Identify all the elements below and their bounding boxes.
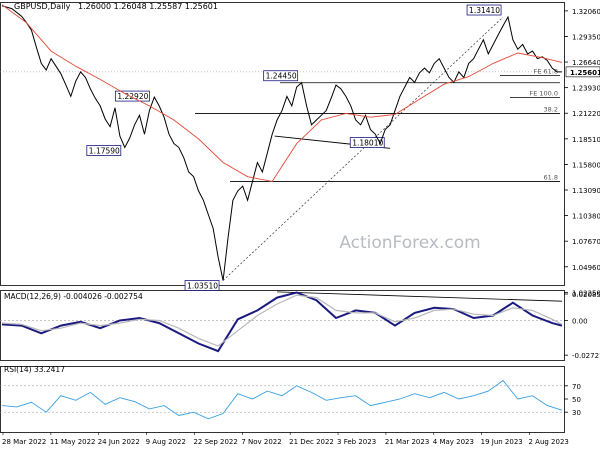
- macd-series-signal: [1, 294, 563, 347]
- x-axis-label: 21 Dec 2022: [289, 438, 334, 446]
- x-axis-label: 11 May 2022: [50, 438, 96, 446]
- price-ytick-label: 1.10380: [572, 213, 600, 221]
- price-series-ema: [1, 4, 563, 182]
- level-label: 1.22920: [117, 92, 148, 101]
- price-panel-frame: [0, 2, 565, 286]
- rsi-ytick-label: 30: [572, 409, 581, 417]
- x-axis-label: 3 Feb 2023: [337, 438, 376, 446]
- macd-series-macd: [1, 291, 563, 353]
- x-axis-label: 21 Mar 2023: [385, 438, 429, 446]
- macd-divergence-line: [277, 291, 563, 302]
- ohlc-label: 1.26000 1.26048 1.25587 1.25601: [78, 2, 218, 11]
- x-axis-label: 4 May 2023: [433, 438, 474, 446]
- fib-level-label: FE 61.8: [534, 68, 558, 76]
- watermark-text: ActionForex.com: [339, 233, 480, 253]
- current-price-box: [565, 66, 600, 78]
- level-label: 1.17590: [89, 147, 120, 156]
- macd-ytick-label: 0.020858: [572, 291, 600, 299]
- macd-ytick-label: 0.00: [572, 318, 588, 326]
- price-ytick-label: 1.32060: [572, 8, 600, 16]
- level-label: 1.03510: [187, 281, 218, 290]
- fib-level-label: FE 100.0: [529, 89, 558, 97]
- rsi-title: RSI(14) 33.2417: [4, 365, 65, 374]
- current-price-label: 1.25601: [570, 69, 600, 77]
- symbol-label: GBPUSD,Daily: [14, 2, 71, 11]
- fib-level-label: 38.2: [544, 105, 558, 113]
- price-series-price: [1, 5, 562, 281]
- macd-ytick-label: -0.027213: [572, 352, 600, 360]
- price-ytick-label: 1.23930: [572, 85, 600, 93]
- x-axis-label: 2 Aug 2023: [528, 438, 568, 446]
- price-ytick-label: 1.26640: [572, 59, 600, 67]
- rsi-ytick-label: 70: [572, 383, 581, 391]
- level-box: [114, 90, 150, 102]
- level-label: 1.24450: [266, 72, 297, 81]
- level-box: [263, 70, 299, 82]
- x-axis-label: 7 Nov 2022: [241, 438, 281, 446]
- price-ytick-label: 1.29350: [572, 33, 600, 41]
- x-axis-label: 9 Aug 2022: [146, 438, 186, 446]
- price-ytick-label: 1.04960: [572, 264, 600, 272]
- level-label: 1.18010: [352, 139, 383, 148]
- level-box: [184, 280, 220, 291]
- level-box: [86, 145, 122, 156]
- macd-panel-frame: [0, 290, 565, 361]
- rsi-panel-frame: [0, 366, 565, 433]
- fib-level-label: 61.8: [544, 173, 558, 181]
- x-axis-label: 24 Jun 2022: [98, 438, 140, 446]
- rsi-ytick-label: 50: [572, 396, 581, 404]
- rising-trendline: [222, 16, 504, 281]
- annotations: FE 61.8 FE 100.0 38.2 61.8 1.31410 1.24450 1.2…: [86, 4, 563, 302]
- price-ytick-label: 1.13090: [572, 187, 600, 195]
- level-box: [349, 137, 385, 148]
- price-ytick-label: 1.15800: [572, 161, 600, 169]
- level-box: [466, 4, 502, 16]
- level-label: 1.31410: [469, 6, 500, 15]
- axes-group: 1.32060 1.29350 1.26640 1.23930 1.21220 1.185…: [2, 8, 600, 446]
- price-ytick-label: 1.02250: [572, 289, 600, 297]
- macd-title: MACD(12,26,9) -0.004026 -0.002754: [4, 292, 143, 301]
- series-group: [1, 4, 563, 420]
- panel-frames: [0, 2, 565, 433]
- price-ytick-label: 1.18510: [572, 136, 600, 144]
- x-axis-label: 22 Sep 2022: [193, 438, 237, 446]
- price-ytick-label: 1.21220: [572, 110, 600, 118]
- x-axis-label: 19 Jun 2023: [481, 438, 523, 446]
- rsi-series: [1, 379, 563, 420]
- price-ytick-label: 1.07670: [572, 238, 600, 246]
- x-axis-label: 28 Mar 2022: [2, 438, 46, 446]
